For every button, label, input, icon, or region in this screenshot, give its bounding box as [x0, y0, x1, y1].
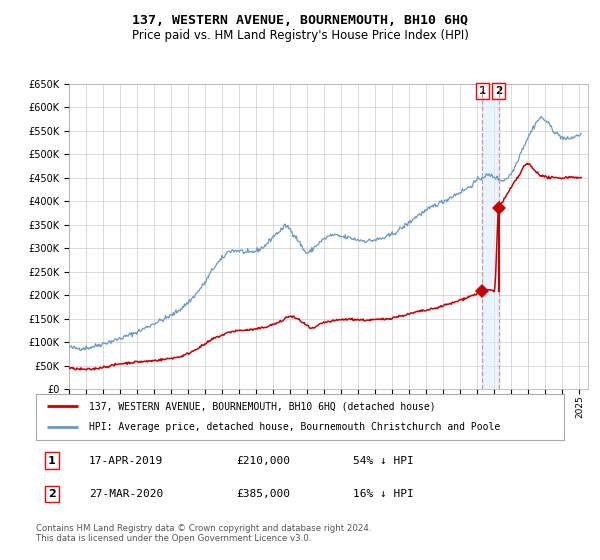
- Text: HPI: Average price, detached house, Bournemouth Christchurch and Poole: HPI: Average price, detached house, Bour…: [89, 422, 500, 432]
- Text: 17-APR-2019: 17-APR-2019: [89, 455, 163, 465]
- Text: 1: 1: [479, 86, 486, 96]
- Text: 27-MAR-2020: 27-MAR-2020: [89, 489, 163, 499]
- Text: £210,000: £210,000: [236, 455, 290, 465]
- Text: Price paid vs. HM Land Registry's House Price Index (HPI): Price paid vs. HM Land Registry's House …: [131, 29, 469, 42]
- Text: 2: 2: [48, 489, 56, 499]
- Text: 137, WESTERN AVENUE, BOURNEMOUTH, BH10 6HQ (detached house): 137, WESTERN AVENUE, BOURNEMOUTH, BH10 6…: [89, 401, 436, 411]
- Text: 16% ↓ HPI: 16% ↓ HPI: [353, 489, 413, 499]
- Text: 54% ↓ HPI: 54% ↓ HPI: [353, 455, 413, 465]
- Text: Contains HM Land Registry data © Crown copyright and database right 2024.
This d: Contains HM Land Registry data © Crown c…: [36, 524, 371, 543]
- Bar: [482, 84, 499, 389]
- Text: 137, WESTERN AVENUE, BOURNEMOUTH, BH10 6HQ: 137, WESTERN AVENUE, BOURNEMOUTH, BH10 6…: [132, 14, 468, 27]
- Text: 1: 1: [48, 455, 56, 465]
- Text: £385,000: £385,000: [236, 489, 290, 499]
- Text: 2: 2: [495, 86, 502, 96]
